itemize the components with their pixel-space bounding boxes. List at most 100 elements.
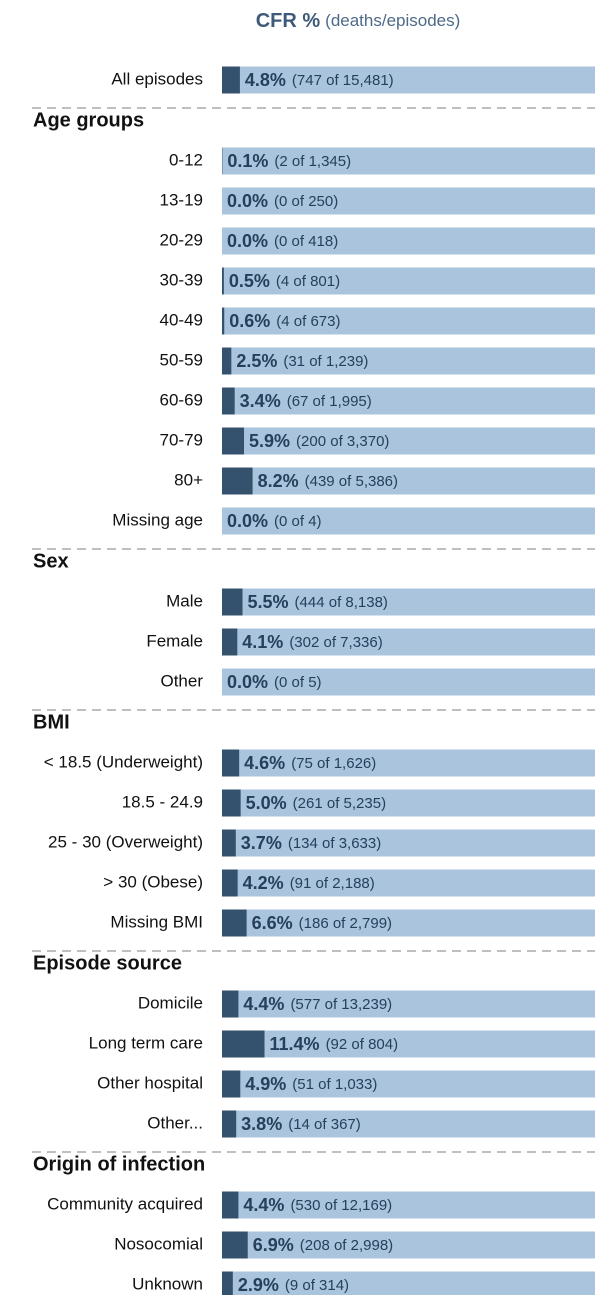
bar (222, 909, 247, 937)
value-text: 0.0% (0 of 4) (227, 511, 322, 531)
category-label: 50-59 (160, 350, 203, 369)
value-label: 0.0% (227, 231, 268, 251)
category-label: 70-79 (160, 430, 203, 449)
category-label: Nosocomial (114, 1234, 203, 1253)
bar (222, 66, 240, 94)
bar-background (222, 869, 595, 897)
bar-background (222, 1271, 595, 1295)
value-text: 5.9% (200 of 3,370) (249, 431, 389, 451)
detail-label: (747 of 15,481) (292, 72, 394, 89)
bar-background (222, 909, 595, 937)
value-label: 3.8% (241, 1114, 282, 1134)
group-header: Age groups (33, 109, 144, 131)
bar-background (222, 1231, 595, 1259)
category-label: 40-49 (160, 310, 203, 329)
value-text: 0.6% (4 of 673) (229, 311, 340, 331)
value-text: 8.2% (439 of 5,386) (258, 471, 398, 491)
bar-background (222, 267, 595, 295)
value-text: 0.0% (0 of 5) (227, 672, 322, 692)
value-text: 5.5% (444 of 8,138) (248, 592, 388, 612)
bar-background (222, 789, 595, 817)
value-label: 6.9% (253, 1235, 294, 1255)
detail-label: (200 of 3,370) (296, 433, 389, 450)
bar (222, 1110, 237, 1138)
bar (222, 267, 224, 295)
value-label: 4.6% (244, 753, 285, 773)
bar (222, 1070, 241, 1098)
bar-background (222, 1030, 595, 1058)
value-text: 5.0% (261 of 5,235) (246, 793, 386, 813)
bar (222, 307, 225, 335)
value-label: 5.5% (248, 592, 289, 612)
value-text: 6.9% (208 of 2,998) (253, 1235, 393, 1255)
group-header: Episode source (33, 952, 182, 974)
value-text: 4.4% (530 of 12,169) (243, 1195, 392, 1215)
detail-label: (14 of 367) (288, 1116, 361, 1133)
bar-background (222, 668, 595, 696)
value-text: 4.9% (51 of 1,033) (245, 1074, 377, 1094)
bar (222, 387, 235, 415)
value-text: 0.0% (0 of 418) (227, 231, 338, 251)
value-label: 0.5% (229, 271, 270, 291)
bar (222, 869, 238, 897)
detail-label: (75 of 1,626) (291, 755, 376, 772)
category-label: 30-39 (160, 270, 203, 289)
category-label: Female (146, 631, 203, 650)
bar-background (222, 347, 595, 375)
value-label: 0.0% (227, 672, 268, 692)
bar-background (222, 628, 595, 656)
value-label: 8.2% (258, 471, 299, 491)
chart-title: CFR % (256, 10, 321, 32)
value-label: 3.7% (241, 833, 282, 853)
bar-background (222, 187, 595, 215)
category-label: 60-69 (160, 390, 203, 409)
detail-label: (577 of 13,239) (290, 996, 392, 1013)
value-text: 2.9% (9 of 314) (238, 1275, 349, 1295)
value-text: 0.5% (4 of 801) (229, 271, 340, 291)
bar (222, 789, 241, 817)
value-label: 4.1% (242, 632, 283, 652)
detail-label: (186 of 2,799) (299, 915, 392, 932)
bar (222, 1030, 265, 1058)
category-label: Unknown (132, 1274, 203, 1293)
bar-background (222, 227, 595, 255)
chart-subtitle: (deaths/episodes) (325, 11, 460, 30)
bar (222, 1271, 233, 1295)
bar-background (222, 147, 595, 175)
category-label: Male (166, 591, 203, 610)
detail-label: (444 of 8,138) (295, 594, 388, 611)
bar (222, 628, 238, 656)
group-header: Origin of infection (33, 1153, 205, 1175)
value-text: 4.2% (91 of 2,188) (243, 873, 375, 893)
group-header: Sex (33, 550, 69, 572)
category-label: < 18.5 (Underweight) (44, 752, 203, 771)
value-text: 6.6% (186 of 2,799) (252, 913, 392, 933)
value-label: 4.8% (245, 70, 286, 90)
detail-label: (530 of 12,169) (290, 1197, 392, 1214)
value-text: 11.4% (92 of 804) (270, 1034, 399, 1054)
value-label: 3.4% (240, 391, 281, 411)
chart-heading: CFR % (deaths/episodes) (256, 10, 461, 32)
value-text: 4.1% (302 of 7,336) (242, 632, 382, 652)
detail-label: (0 of 5) (274, 674, 322, 691)
value-label: 2.9% (238, 1275, 279, 1295)
detail-label: (9 of 314) (285, 1277, 349, 1294)
bar-background (222, 427, 595, 455)
bar-background (222, 829, 595, 857)
detail-label: (0 of 4) (274, 513, 322, 530)
detail-label: (208 of 2,998) (300, 1237, 393, 1254)
value-label: 5.0% (246, 793, 287, 813)
bar-background (222, 1191, 595, 1219)
value-label: 11.4% (270, 1034, 320, 1054)
bar (222, 829, 236, 857)
bar (222, 749, 240, 777)
category-label: > 30 (Obese) (103, 872, 203, 891)
value-text: 2.5% (31 of 1,239) (236, 351, 368, 371)
value-label: 0.6% (229, 311, 270, 331)
bar-background (222, 588, 595, 616)
group-header: BMI (33, 711, 70, 733)
value-text: 4.6% (75 of 1,626) (244, 753, 376, 773)
value-label: 0.0% (227, 511, 268, 531)
